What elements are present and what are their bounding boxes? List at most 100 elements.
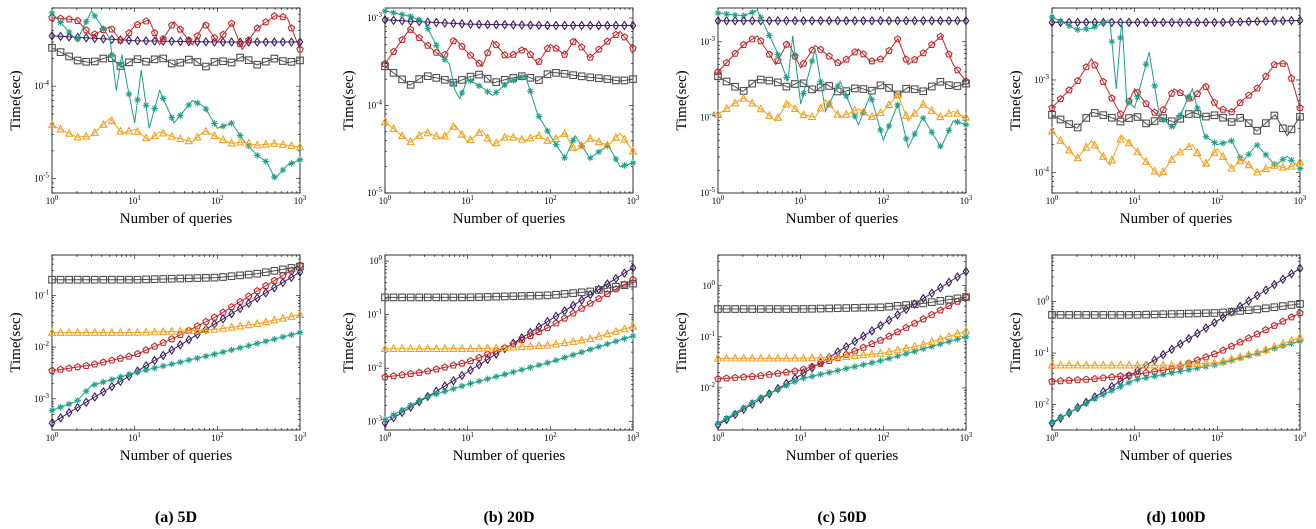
data-point-star [544, 359, 551, 367]
data-point-triangle [287, 311, 296, 320]
data-point-star [731, 11, 739, 19]
data-point-star [808, 57, 816, 65]
x-tick-label: 101 [461, 431, 474, 443]
data-point-square [714, 305, 722, 313]
data-point-triangle [824, 352, 834, 361]
data-point-pentagon [253, 286, 262, 295]
data-point-diamond [467, 365, 474, 376]
data-point-star [612, 155, 620, 163]
x-tick-label: 101 [1128, 431, 1141, 443]
data-point-diamond [82, 32, 90, 43]
data-point-pentagon [612, 30, 620, 39]
data-point-star [176, 358, 184, 366]
data-point-star [424, 393, 432, 401]
data-point-diamond [714, 15, 722, 26]
data-point-square [902, 301, 910, 309]
data-point-star [236, 132, 244, 139]
data-point-triangle [1090, 360, 1099, 369]
data-point-triangle [184, 325, 194, 334]
data-point-star [271, 335, 278, 343]
data-point-triangle [167, 131, 176, 140]
data-point-pentagon [1219, 346, 1227, 354]
data-point-pentagon [159, 338, 167, 346]
data-point-diamond [253, 293, 261, 303]
data-point-triangle [1124, 138, 1134, 147]
data-point-triangle [158, 326, 168, 336]
data-point-diamond [1296, 263, 1304, 274]
data-point-diamond [390, 15, 397, 26]
data-point-square [629, 75, 637, 83]
data-point-square [458, 293, 466, 302]
data-point-star [723, 10, 730, 18]
data-point-triangle [517, 134, 527, 143]
data-point-square [962, 293, 970, 301]
data-point-triangle [397, 343, 407, 353]
series-line-triangle [717, 93, 967, 122]
data-point-triangle [961, 326, 971, 335]
data-point-pentagon [82, 26, 90, 34]
series-line-pentagon [1051, 57, 1301, 118]
data-point-triangle [244, 320, 253, 329]
data-point-triangle [406, 343, 415, 353]
data-point-star [1057, 18, 1064, 25]
data-point-triangle [244, 138, 253, 147]
data-point-pentagon [466, 356, 475, 365]
data-point-pentagon [910, 319, 919, 327]
data-point-diamond [185, 36, 193, 47]
x-axis-label: Number of queries [120, 448, 233, 464]
data-point-triangle [953, 328, 962, 337]
data-point-triangle [449, 121, 458, 130]
y-tick-label: 10-3 [367, 11, 382, 23]
data-point-star [954, 335, 961, 343]
data-point-triangle [64, 128, 74, 137]
data-point-pentagon [842, 55, 851, 63]
data-point-triangle [423, 128, 432, 137]
data-point-square [850, 84, 859, 93]
data-point-pentagon [1287, 313, 1296, 321]
data-point-star [262, 337, 270, 345]
data-point-pentagon [236, 297, 244, 305]
data-point-pentagon [492, 40, 500, 49]
data-point-pentagon [876, 336, 885, 344]
data-point-pentagon [56, 365, 65, 373]
data-point-triangle [620, 134, 629, 143]
data-point-pentagon [560, 314, 569, 322]
y-tick-label: 10-5 [34, 172, 49, 184]
data-point-square [1125, 114, 1133, 122]
data-point-pentagon [99, 358, 108, 366]
data-point-square [535, 291, 543, 300]
data-point-pentagon [868, 57, 876, 65]
data-point-star [911, 130, 918, 138]
data-point-triangle [577, 335, 586, 344]
data-point-diamond [99, 34, 107, 44]
data-point-star [296, 329, 304, 336]
data-point-square [868, 86, 876, 95]
data-point-square [441, 293, 449, 302]
data-point-triangle [867, 349, 877, 358]
data-point-diamond [851, 336, 859, 347]
data-point-pentagon [1279, 317, 1287, 325]
data-point-square [876, 81, 885, 90]
x-axis-label: Number of queries [1120, 211, 1233, 227]
data-point-star [501, 81, 509, 89]
data-point-diamond [578, 295, 586, 305]
data-point-diamond [159, 36, 167, 47]
data-point-triangle [440, 131, 450, 140]
data-point-pentagon [1236, 338, 1244, 346]
data-point-square [833, 304, 842, 313]
data-point-pentagon [133, 349, 142, 358]
data-point-square [1270, 111, 1279, 120]
data-point-star [1228, 357, 1235, 364]
series-line-diamond [384, 19, 633, 26]
data-point-diamond [441, 18, 449, 28]
panel-100D-bottom: 100 101 102 103 10-2 10-1 100 Number of queries… [1008, 254, 1307, 464]
data-point-diamond [731, 15, 739, 26]
data-point-square [748, 79, 757, 88]
data-point-triangle [833, 109, 842, 118]
data-point-diamond [851, 15, 859, 26]
data-point-square [1210, 309, 1219, 317]
data-point-triangle [295, 309, 305, 319]
data-point-square [919, 87, 928, 96]
data-point-square [543, 70, 552, 79]
data-point-diamond [475, 19, 483, 30]
